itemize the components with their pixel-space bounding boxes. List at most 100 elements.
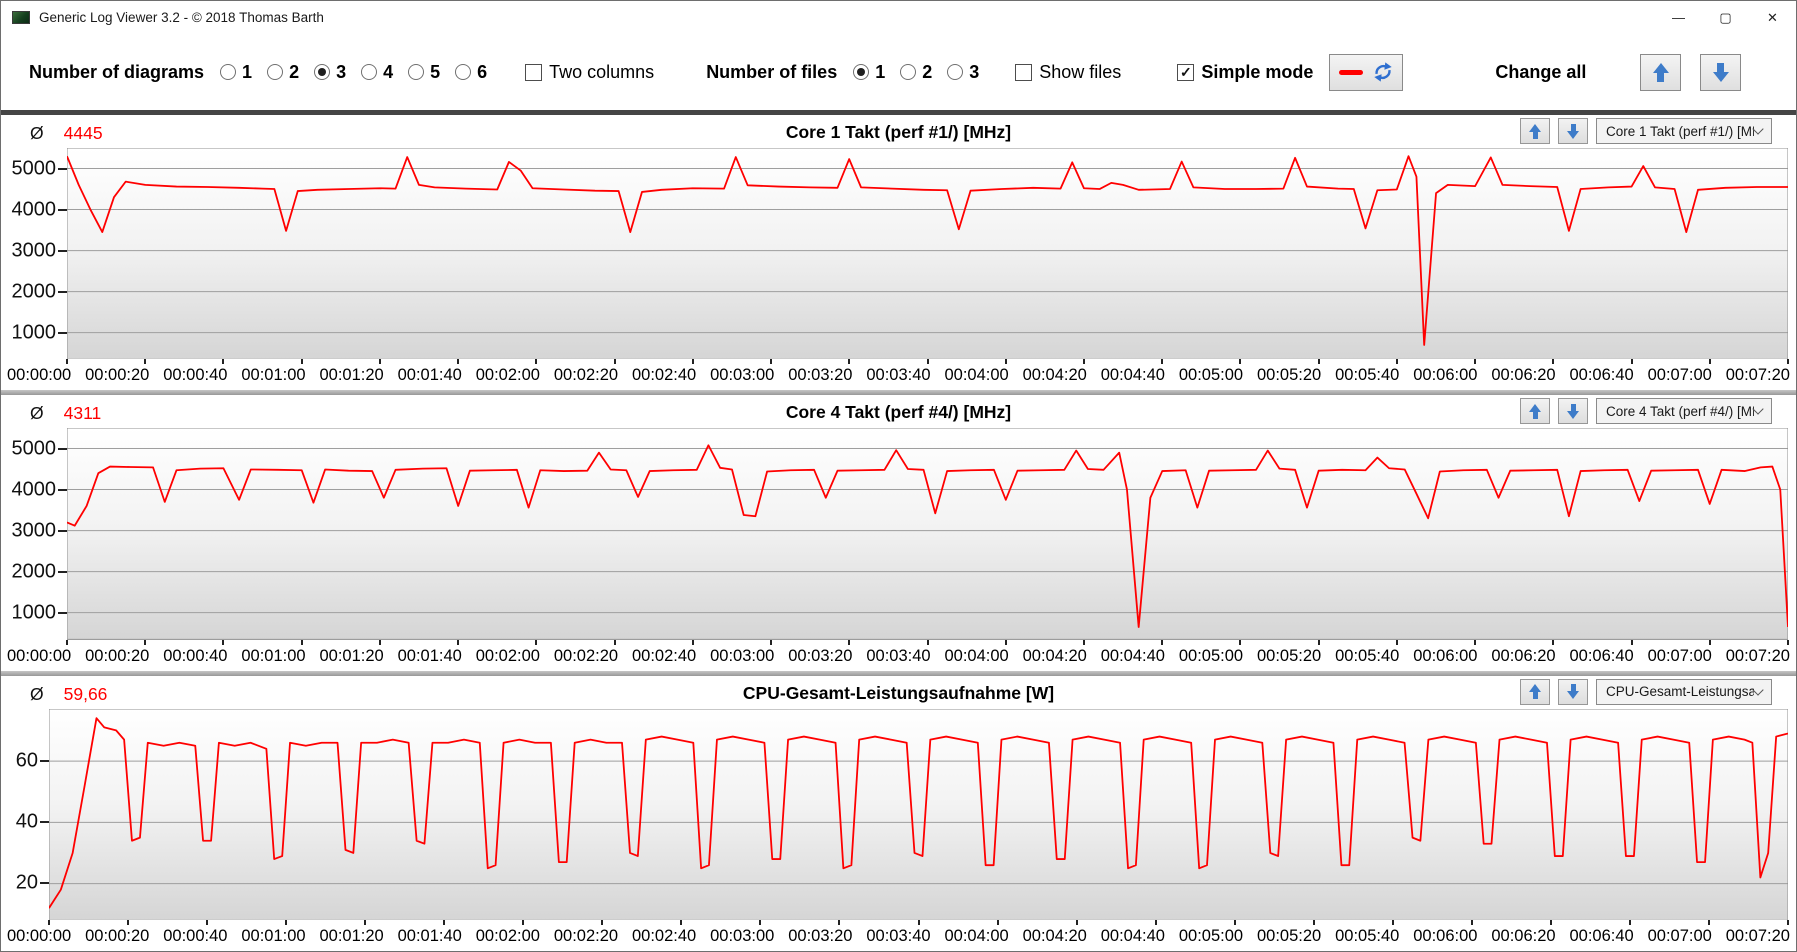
radio-icon [267,64,284,80]
series-dropdown-value: Core 1 Takt (perf #1/) [MH [1606,123,1754,139]
close-icon: ✕ [1767,9,1778,25]
two-columns-checkbox[interactable]: Two columns [525,62,654,83]
x-tick-mark [300,359,303,365]
x-tick-mark [926,359,929,365]
series-dropdown[interactable]: CPU-Gesamt-Leistungsau [1596,678,1772,705]
up-arrow-icon [1529,684,1541,700]
radio-icon [947,64,964,80]
move-down-button[interactable] [1558,398,1588,425]
x-tick-mark [1312,919,1315,925]
x-tick-label: 00:00:20 [85,366,150,385]
simple-mode-checkbox[interactable]: Simple mode [1177,62,1313,83]
y-tick-mark [58,167,67,170]
x-tick-label: 00:07:00 [1647,366,1712,385]
series-dropdown[interactable]: Core 4 Takt (perf #4/) [MH [1596,398,1772,425]
x-tick-label: 00:05:00 [1178,926,1244,945]
down-arrow-icon [1567,684,1579,700]
x-tick-mark [522,919,525,925]
x-tick-mark [691,359,694,365]
show-files-checkbox[interactable]: Show files [1015,62,1121,83]
x-tick-mark [127,919,130,925]
maximize-button[interactable]: ▢ [1702,1,1749,34]
chart-controls: CPU-Gesamt-Leistungsau [1520,678,1772,705]
x-axis-labels: 00:00:00 00:00:20 00:00:40 00:01:00 00:01:20… [1,646,1796,671]
x-tick-mark [1630,359,1633,365]
files-radio-1[interactable]: 1 [853,62,885,83]
x-tick-mark [1470,919,1473,925]
y-tick-mark [58,331,67,334]
change-all-up-button[interactable] [1640,53,1682,91]
minimize-button[interactable]: — [1655,1,1702,34]
y-tick-label: 60 [15,749,38,772]
x-tick-mark [144,639,147,645]
chart-body: 20 40 60 [1,708,1796,920]
x-tick-mark [1239,359,1242,365]
x-tick-mark [222,639,225,645]
x-tick-label: 00:05:00 [1178,646,1244,665]
diagrams-radio-1[interactable]: 1 [220,62,252,83]
files-radio-3[interactable]: 3 [947,62,979,83]
x-tick-label: 00:06:20 [1491,926,1556,945]
y-tick-label: 2000 [11,280,57,303]
plot-area[interactable] [67,148,1788,360]
plot-area[interactable] [49,708,1788,920]
diagrams-radio-2[interactable]: 2 [267,62,299,83]
y-tick-mark [58,488,67,491]
diagrams-radio-3[interactable]: 3 [314,62,346,83]
plot-area[interactable] [67,428,1788,640]
chart-header: Ø 59,66 CPU-Gesamt-Leistungsaufnahme [W] CP… [1,676,1796,709]
x-tick-label: 00:06:40 [1569,366,1634,385]
x-tick-label: 00:00:20 [85,926,150,945]
x-tick-mark [926,639,929,645]
x-tick-label: 00:00:20 [85,646,150,665]
checkbox-icon [1177,63,1195,81]
panel-splitter[interactable] [1,390,1796,396]
x-tick-label: 00:07:00 [1647,646,1712,665]
panel-splitter[interactable] [1,670,1796,676]
x-tick-mark [613,359,616,365]
diagrams-radio-4[interactable]: 4 [361,62,393,83]
y-tick-mark [58,611,67,614]
series-dropdown[interactable]: Core 1 Takt (perf #1/) [MH [1596,118,1772,144]
y-tick-label: 3000 [11,519,57,542]
line-style-refresh-button[interactable] [1329,53,1404,91]
x-tick-label: 00:04:20 [1022,926,1087,945]
move-up-button[interactable] [1520,118,1550,144]
maximize-icon: ▢ [1719,9,1732,25]
number-of-diagrams-label: Number of diagrams [29,61,205,82]
x-tick-label: 00:03:40 [866,926,931,945]
x-axis-labels: 00:00:00 00:00:20 00:00:40 00:01:00 00:01:20… [1,926,1796,951]
radio-icon [455,64,472,80]
x-tick-mark [770,639,773,645]
close-button[interactable]: ✕ [1749,1,1796,34]
x-tick-label: 00:03:20 [788,926,853,945]
y-tick-label: 20 [15,871,38,894]
x-tick-label: 00:02:40 [632,646,697,665]
chevron-down-icon [1752,683,1764,696]
move-up-button[interactable] [1520,678,1550,705]
x-tick-label: 00:07:00 [1647,926,1712,945]
diagrams-radio-5[interactable]: 5 [408,62,440,83]
x-tick-mark [285,919,288,925]
x-tick-mark [1708,359,1711,365]
plot-svg [67,428,1788,640]
x-tick-mark [457,359,460,365]
x-tick-mark [1233,919,1236,925]
files-radio-2[interactable]: 2 [900,62,932,83]
y-tick-label: 5000 [11,437,57,460]
move-up-button[interactable] [1520,398,1550,425]
change-all-down-button[interactable] [1700,53,1742,91]
x-tick-mark [1317,359,1320,365]
average-value: 4311 [63,403,102,424]
x-tick-label: 00:00:40 [163,366,228,385]
move-down-button[interactable] [1558,118,1588,144]
x-tick-label: 00:06:00 [1413,926,1478,945]
move-down-button[interactable] [1558,678,1588,705]
diagrams-radio-6[interactable]: 6 [455,62,487,83]
x-tick-mark [848,639,851,645]
x-tick-mark [848,359,851,365]
radio-icon [408,64,425,80]
x-tick-row [66,359,1789,365]
panel-splitter[interactable] [1,110,1796,115]
